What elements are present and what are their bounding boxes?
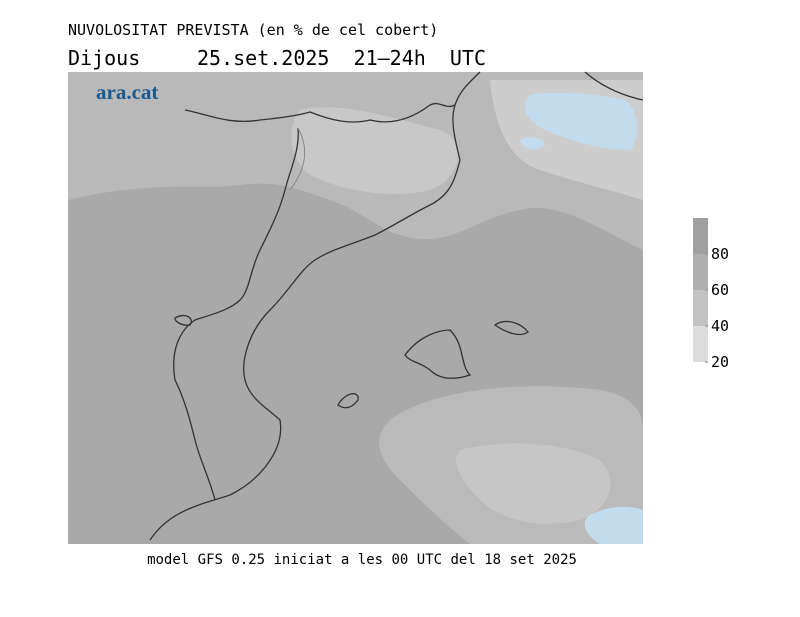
river [289, 127, 306, 191]
borders [149, 71, 644, 541]
colorbar-tick-label: 20 [711, 353, 729, 371]
title: NUVOLOSITAT PREVISTA (en % de cel cobert… [68, 21, 438, 39]
datetime: 25.set.2025 21–24h UTC [197, 46, 486, 70]
day: Dijous [68, 46, 140, 70]
colorbar-tick-label: 80 [711, 245, 729, 263]
colorbar: 20 40 60 80 [693, 218, 729, 371]
cloud-region [291, 107, 459, 195]
footer: model GFS 0.25 iniciat a les 00 UTC del … [147, 552, 577, 568]
lake [584, 506, 643, 544]
colorbar-level [693, 218, 708, 254]
cloud-region [456, 443, 611, 524]
logo: ara.cat [96, 80, 158, 104]
colorbar-level [693, 290, 708, 326]
colorbar-level [693, 326, 708, 362]
colorbar-tick-label: 40 [711, 317, 729, 335]
map: ara.cat [68, 71, 644, 544]
lake [525, 92, 637, 150]
lake [520, 137, 545, 150]
colorbar-tick-label: 60 [711, 281, 729, 299]
colorbar-level [693, 254, 708, 290]
